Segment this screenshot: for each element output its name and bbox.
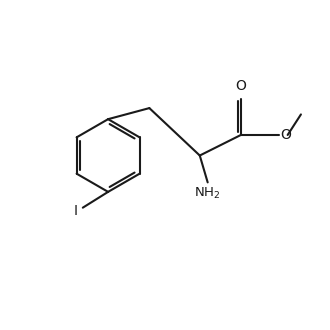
Text: O: O [280, 128, 291, 142]
Text: NH$_2$: NH$_2$ [194, 185, 221, 201]
Text: I: I [74, 204, 78, 218]
Text: O: O [235, 79, 246, 93]
